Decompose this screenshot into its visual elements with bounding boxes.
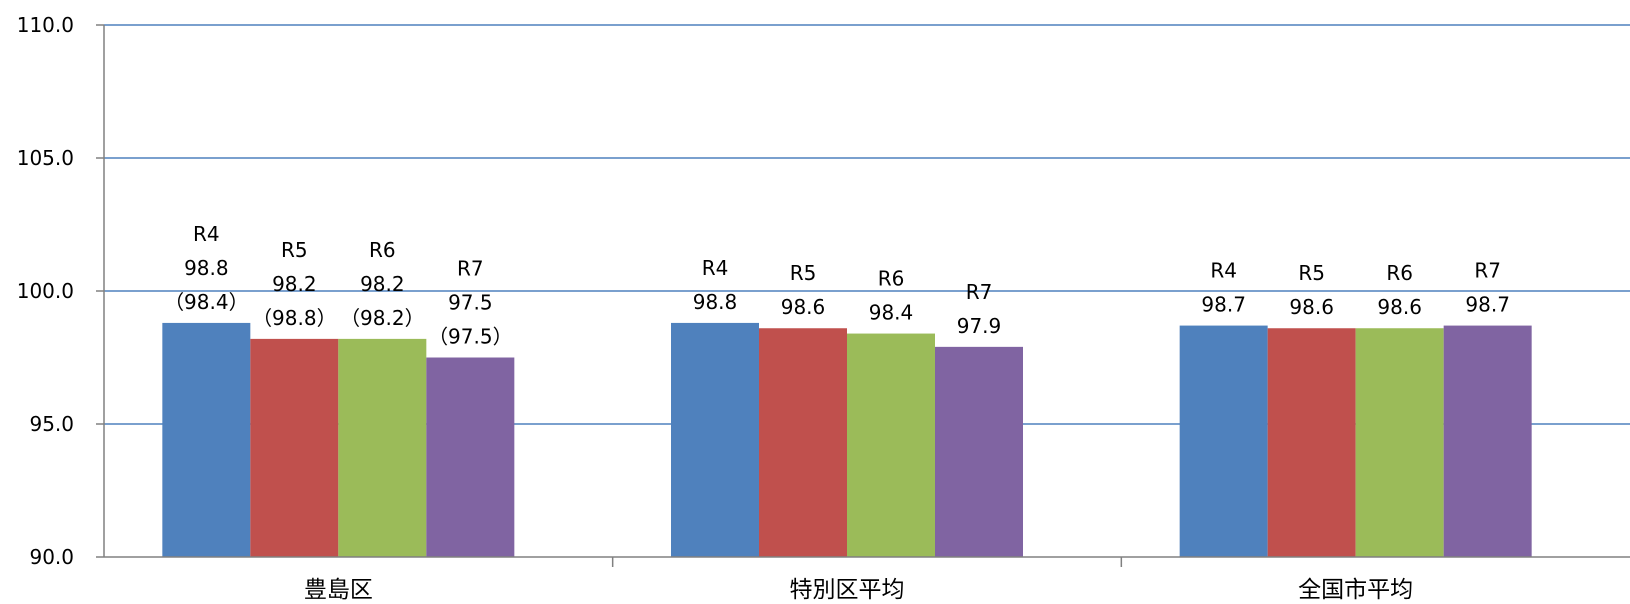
data-label: 98.8 (693, 290, 738, 314)
data-label: 98.2 (272, 272, 317, 296)
data-label: 97.5 (448, 291, 493, 315)
data-label: （97.5） (428, 325, 513, 349)
data-label: R7 (1474, 259, 1501, 283)
data-label: 98.4 (869, 301, 914, 325)
data-label: （98.2） (340, 306, 425, 330)
data-label: R6 (878, 267, 905, 291)
bar-r5 (1267, 328, 1356, 557)
y-tick-label: 95.0 (29, 412, 74, 436)
data-label: R5 (790, 261, 817, 285)
bar-r4 (1179, 325, 1268, 557)
y-tick-label: 100.0 (17, 279, 74, 303)
data-label: R5 (281, 238, 308, 262)
category-label: 豊島区 (304, 577, 373, 603)
bar-r7 (1443, 325, 1532, 557)
y-tick-label: 105.0 (17, 146, 74, 170)
category-label: 全国市平均 (1298, 577, 1413, 603)
y-axis-tick-labels: 90.0 95.0 100.0 105.0 110.0 (17, 13, 74, 569)
data-label: （98.4） (164, 290, 249, 314)
data-label: 98.6 (1289, 295, 1334, 319)
data-label: R6 (369, 238, 396, 262)
bar-r4 (671, 322, 759, 557)
data-labels: R4 98.8 （98.4） R5 98.2 （98.8） R6 98.2 （98.2） R7 97… (164, 222, 1510, 349)
bar-r6 (1355, 328, 1444, 557)
bar-r5 (759, 328, 847, 557)
category-label: 特別区平均 (790, 577, 905, 603)
data-label: 98.7 (1465, 293, 1510, 317)
y-tick-label: 110.0 (17, 13, 74, 37)
axes (96, 24, 1630, 567)
data-label: 98.8 (184, 256, 229, 280)
data-label: 98.6 (781, 295, 826, 319)
data-label: R7 (457, 257, 484, 281)
data-label: 98.2 (360, 272, 405, 296)
bar-r7 (426, 357, 515, 557)
data-label: R7 (966, 280, 993, 304)
bar-r6 (338, 338, 427, 557)
data-label: R6 (1386, 261, 1413, 285)
data-label: R5 (1298, 261, 1325, 285)
data-label: 98.6 (1377, 295, 1422, 319)
data-label: （98.8） (252, 306, 337, 330)
data-label: 97.9 (957, 314, 1002, 338)
bar-r7 (935, 346, 1023, 557)
y-tick-label: 90.0 (29, 545, 74, 569)
data-label: R4 (1210, 259, 1237, 283)
data-label: R4 (193, 222, 220, 246)
data-label: 98.7 (1201, 293, 1246, 317)
bars (162, 322, 1532, 557)
bar-r6 (847, 333, 935, 557)
bar-r4 (162, 322, 251, 557)
category-labels: 豊島区 特別区平均 全国市平均 (304, 577, 1413, 603)
data-label: R4 (702, 256, 729, 280)
bar-r5 (250, 338, 339, 557)
